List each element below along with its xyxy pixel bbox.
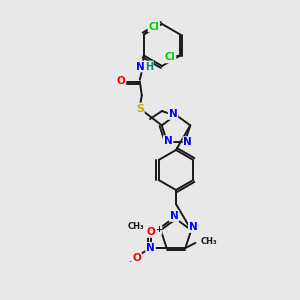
Text: N: N — [189, 222, 198, 232]
Text: N: N — [183, 137, 192, 147]
Text: Cl: Cl — [148, 22, 159, 32]
Text: H: H — [145, 61, 153, 71]
Text: N: N — [146, 243, 155, 253]
Text: ⁻: ⁻ — [128, 259, 133, 269]
Text: N: N — [169, 109, 177, 119]
Text: O: O — [146, 227, 155, 237]
Text: N: N — [136, 61, 145, 71]
Text: N: N — [164, 136, 172, 146]
Text: S: S — [136, 103, 144, 113]
Text: N: N — [169, 211, 178, 221]
Text: Cl: Cl — [165, 52, 176, 62]
Text: +: + — [155, 225, 162, 234]
Text: CH₃: CH₃ — [127, 222, 144, 231]
Text: O: O — [132, 253, 141, 263]
Text: O: O — [116, 76, 125, 86]
Text: CH₃: CH₃ — [200, 237, 217, 246]
